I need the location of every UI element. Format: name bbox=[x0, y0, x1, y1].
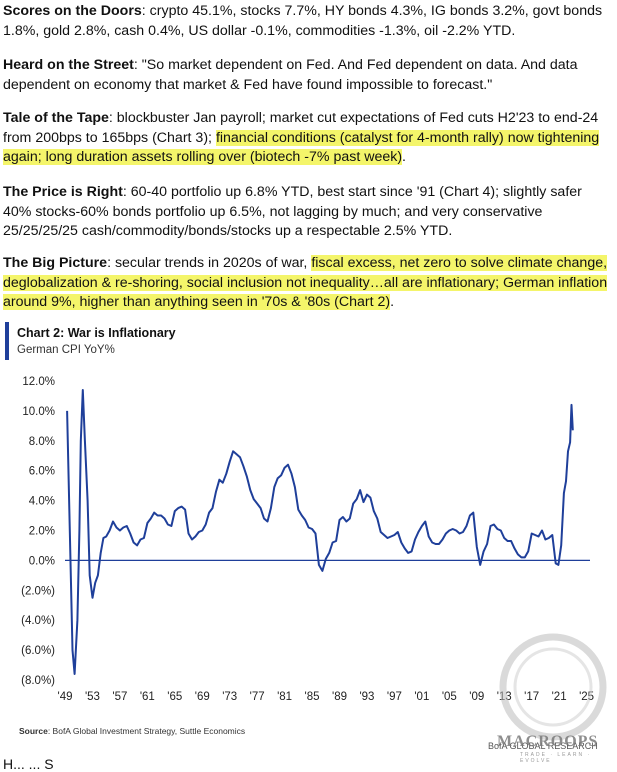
x-tick-label: '69 bbox=[195, 691, 210, 703]
y-tick-label: 12.0% bbox=[22, 376, 55, 388]
big-picture-paragraph: The Big Picture: secular trends in 2020s… bbox=[3, 254, 611, 313]
tape-heading: Tale of the Tape bbox=[3, 110, 109, 126]
scores-sep: : bbox=[141, 3, 150, 19]
scores-heading: Scores on the Doors bbox=[3, 3, 142, 19]
y-tick-label: (8.0%) bbox=[21, 675, 55, 687]
source-label: Source bbox=[19, 726, 48, 736]
x-tick-label: '61 bbox=[140, 691, 155, 703]
x-tick-label: '73 bbox=[222, 691, 237, 703]
y-tick-label: 4.0% bbox=[29, 496, 55, 508]
tape-tail: . bbox=[402, 149, 406, 165]
big-picture-text: secular trends in 2020s of war, bbox=[114, 255, 312, 271]
x-tick-label: '21 bbox=[552, 691, 567, 703]
x-tick-label: '93 bbox=[359, 691, 374, 703]
scores-paragraph: Scores on the Doors: crypto 45.1%, stock… bbox=[3, 2, 611, 41]
y-tick-label: (4.0%) bbox=[21, 615, 55, 627]
macroops-logo-icon bbox=[499, 633, 607, 741]
y-tick-label: (6.0%) bbox=[21, 645, 55, 657]
tape-text: blockbuster Jan payroll; market cut expe… bbox=[3, 110, 599, 146]
big-picture-heading: The Big Picture bbox=[3, 255, 108, 271]
truncated-text: H... ... S bbox=[3, 756, 54, 772]
tape-sep: : bbox=[108, 110, 117, 126]
y-tick-label: 2.0% bbox=[29, 526, 55, 538]
y-tick-label: 0.0% bbox=[29, 555, 55, 567]
x-tick-label: '81 bbox=[277, 691, 292, 703]
x-tick-label: '65 bbox=[167, 691, 182, 703]
y-tick-label: 8.0% bbox=[29, 436, 55, 448]
heard-text: "So market dependent on Fed. And Fed dep… bbox=[3, 57, 578, 93]
x-tick-label: '97 bbox=[387, 691, 402, 703]
x-tick-label: '85 bbox=[305, 691, 320, 703]
price-text: 60-40 portfolio up 6.8% YTD, best start … bbox=[3, 184, 582, 239]
x-tick-label: '53 bbox=[85, 691, 100, 703]
watermark-tagline: TRADE · LEARN · EVOLVE bbox=[520, 752, 592, 764]
bofa-credit: BofA GLOBAL RESEARCH bbox=[488, 741, 598, 751]
chart-accent-bar bbox=[5, 322, 9, 360]
y-tick-label: (2.0%) bbox=[21, 585, 55, 597]
x-tick-label: '77 bbox=[250, 691, 265, 703]
big-picture-tail: . bbox=[390, 294, 395, 310]
heard-sep: : bbox=[133, 57, 142, 73]
x-tick-label: '17 bbox=[524, 691, 539, 703]
x-tick-label: '01 bbox=[414, 691, 429, 703]
y-tick-label: 6.0% bbox=[29, 466, 55, 478]
chart-source: Source: BofA Global Investment Strategy,… bbox=[19, 726, 245, 736]
x-tick-label: '89 bbox=[332, 691, 347, 703]
price-sep: : bbox=[122, 184, 131, 200]
chart-subtitle: German CPI YoY% bbox=[17, 344, 115, 356]
tape-paragraph: Tale of the Tape: blockbuster Jan payrol… bbox=[3, 109, 611, 168]
price-paragraph: The Price is Right: 60-40 portfolio up 6… bbox=[3, 183, 611, 242]
y-tick-label: 10.0% bbox=[22, 406, 55, 418]
chart-title: Chart 2: War is Inflationary bbox=[17, 326, 176, 340]
german-cpi-chart: 12.0% 10.0% 8.0% 6.0% 4.0% 2.0% 0.0% (2.0%) (4.0… bbox=[21, 376, 594, 703]
watermark-name: MACROOPS bbox=[497, 733, 599, 750]
price-heading: The Price is Right bbox=[3, 184, 123, 200]
heard-heading: Heard on the Street bbox=[3, 57, 134, 73]
x-tick-label: '57 bbox=[112, 691, 127, 703]
scores-text: crypto 45.1%, stocks 7.7%, HY bonds 4.3%… bbox=[3, 3, 603, 39]
source-text: : BofA Global Investment Strategy, Suttl… bbox=[47, 726, 246, 736]
x-tick-label: '49 bbox=[58, 691, 73, 703]
cpi-series-line bbox=[66, 389, 574, 675]
x-tick-label: '09 bbox=[469, 691, 484, 703]
big-picture-sep: : bbox=[107, 255, 115, 271]
x-tick-label: '05 bbox=[442, 691, 457, 703]
heard-paragraph: Heard on the Street: "So market dependen… bbox=[3, 56, 611, 95]
